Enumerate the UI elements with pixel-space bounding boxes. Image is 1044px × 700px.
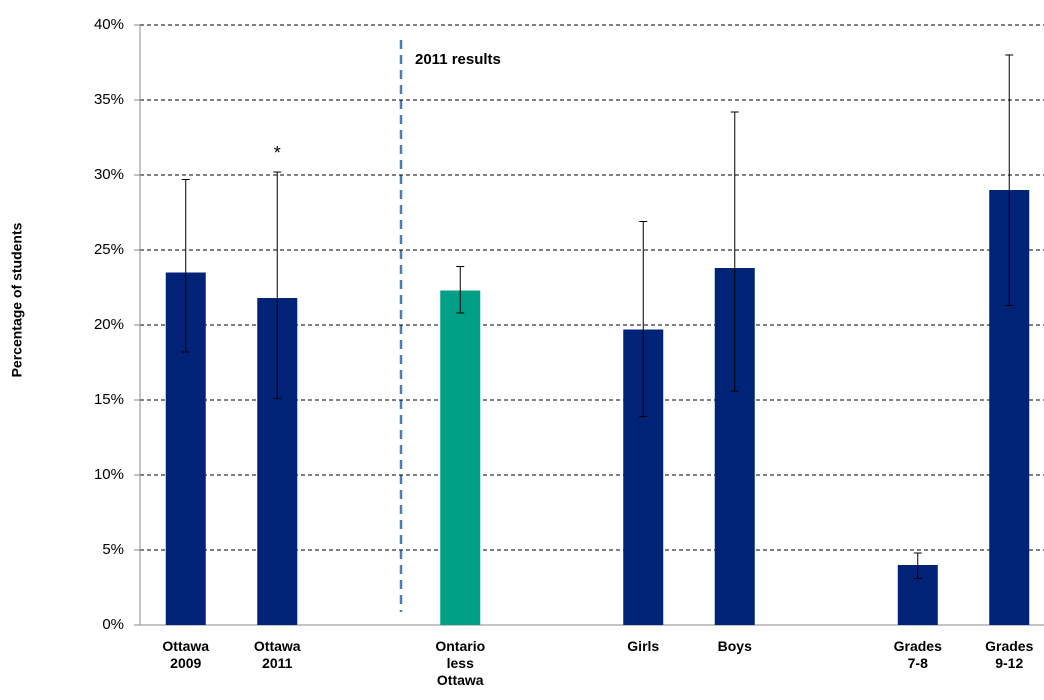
y-tick-label: 5% (102, 541, 124, 558)
x-tick-label: Ontario less Ottawa (435, 638, 485, 688)
x-tick-label: Grades 7-8 (894, 638, 942, 671)
y-tick-label: 30% (94, 166, 124, 183)
error-bar (730, 111, 739, 392)
y-axis-label: Percentage of students (9, 222, 25, 377)
y-tick-label: 25% (94, 241, 124, 258)
x-tick-label: Boys (718, 638, 752, 654)
x-tick-label: Ottawa 2009 (162, 638, 209, 671)
error-bar (913, 552, 922, 579)
error-bar (1005, 54, 1014, 306)
bar (440, 290, 481, 625)
x-tick-label: Ottawa 2011 (254, 638, 301, 671)
annotation: * (274, 143, 281, 163)
y-tick-label: 0% (102, 616, 124, 633)
error-bar (456, 266, 465, 314)
error-bar (639, 221, 648, 417)
x-tick-label: Girls (627, 638, 659, 654)
y-tick-label: 35% (94, 91, 124, 108)
y-tick-label: 10% (94, 466, 124, 483)
y-tick-label: 40% (94, 16, 124, 33)
y-tick-label: 20% (94, 316, 124, 333)
annotation: 2011 results (415, 51, 501, 68)
error-bar (273, 171, 282, 399)
y-tick-label: 15% (94, 391, 124, 408)
error-bar (181, 179, 190, 353)
x-tick-label: Grades 9-12 (985, 638, 1033, 671)
